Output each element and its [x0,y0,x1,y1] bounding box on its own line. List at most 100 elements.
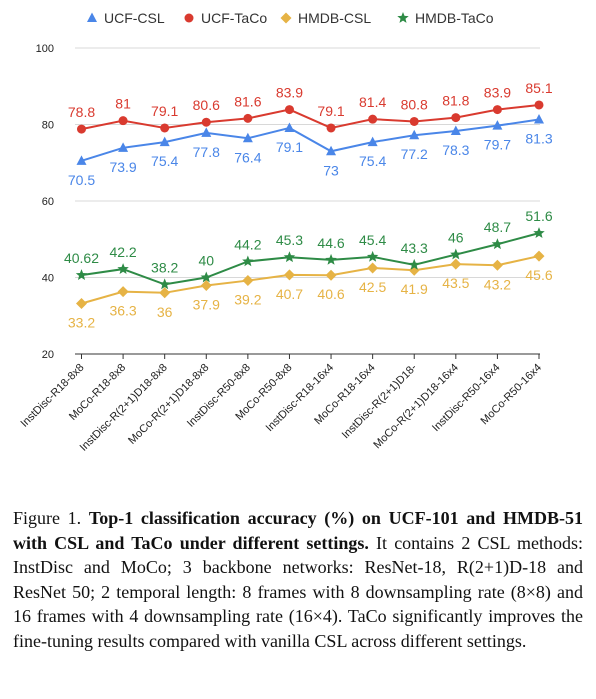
legend-marker [184,13,194,23]
data-label: 80.6 [193,97,220,113]
data-point [450,125,461,136]
data-point [117,263,129,274]
data-label: 43.5 [442,275,469,291]
x-tick-label: MoCo-R(2+1)D18-16x4 [371,362,461,452]
data-point [533,250,545,262]
data-label: 42.2 [109,244,136,260]
data-point [200,280,212,292]
data-label: 79.1 [317,103,344,119]
data-label: 81.6 [234,93,261,109]
data-label: 45.4 [359,232,386,248]
data-point [284,122,295,132]
legend-marker [87,12,97,22]
data-point [533,227,545,238]
data-label: 79.1 [151,103,178,119]
legend-item: HMDB-CSL [280,10,371,26]
data-label: 48.7 [484,219,511,235]
data-point [492,120,503,130]
caption-rest: It contains 2 CSL methods: InstDisc and … [13,532,583,651]
data-label: 77.8 [193,144,220,160]
series-hmdb-csl: 33.2 36.3 36 37.9 39.2 40.7 40.6 42.5 41.9 43.5 43… [68,250,553,331]
data-point [75,269,88,280]
data-point [491,259,503,271]
data-point [368,114,378,124]
series-line [81,103,540,131]
y-tick-label: 100 [36,43,54,55]
data-point [325,253,337,265]
data-point [242,275,254,287]
figure-caption: Figure 1. Top-1 classification accuracy … [13,506,583,653]
data-label: 38.2 [151,259,178,275]
data-point [77,124,86,134]
legend-item: HMDB-TaCo [397,10,494,26]
data-label: 43.3 [401,240,428,256]
data-point [451,113,461,123]
data-point [534,100,544,110]
data-label: 80.8 [401,96,428,112]
data-label: 79.7 [484,137,511,153]
data-label: 44.2 [234,236,261,252]
data-point [76,155,87,165]
legend-label: UCF-TaCo [201,10,267,26]
chart-series: 70.5 73.9 75.4 77.8 76.4 79.1 73 75.4 77.2 78.3 79… [64,80,553,331]
data-point [242,132,253,143]
data-point [160,123,170,133]
series-line [81,255,540,305]
data-point [408,258,420,270]
data-point [243,113,253,123]
line-chart: UCF-CSL UCF-TaCo HMDB-CSL HMDB-TaCo 20 40 60 8… [18,10,553,454]
x-tick-label: MoCo-R(2+1)D18-8x8 [126,362,211,447]
data-label: 40 [198,253,214,269]
chart-figure: UCF-CSL UCF-TaCo HMDB-CSL HMDB-TaCo 20 40 60 8… [18,10,553,454]
data-label: 73.9 [109,159,136,175]
data-point [325,269,337,281]
caption-bold: Top-1 classification accuracy (%) on UCF… [13,508,583,553]
data-label: 78.8 [68,104,95,120]
data-label: 37.9 [193,297,220,313]
data-label: 83.9 [276,85,303,101]
data-point [201,117,211,127]
legend-item: UCF-TaCo [184,10,267,26]
data-point [450,248,462,260]
data-point [200,271,212,283]
data-label: 42.5 [359,279,386,295]
data-point [534,114,544,124]
data-point [242,255,254,267]
data-label: 44.6 [317,235,344,251]
data-label: 73 [323,162,339,178]
data-point [492,105,502,115]
x-tick-label: InstDisc-R(2+1)D18- [340,361,420,441]
data-label: 75.4 [359,153,386,169]
data-point [326,123,336,133]
data-point [491,238,504,250]
y-axis-ticks: 20 40 60 80 100 [36,43,54,361]
series-ucf-taco: 78.8 81 79.1 80.6 81.6 83.9 79.1 81.4 80.8 81.8 83… [68,80,553,134]
series-hmdb-taco: 40.62 42.2 38.2 40 44.2 45.3 44.6 45.4 43.3 46 48.… [64,208,553,290]
data-point [367,262,379,274]
data-label: 83.9 [484,85,511,101]
data-point [366,250,379,262]
data-point [118,116,128,126]
data-point [159,287,171,299]
data-point [118,142,129,152]
chart-legend: UCF-CSL UCF-TaCo HMDB-CSL HMDB-TaCo [87,10,494,26]
data-point [409,129,420,140]
data-label: 51.6 [525,208,552,224]
data-label: 33.2 [68,315,95,331]
data-label: 36 [157,304,173,320]
data-point [158,278,171,290]
data-point [450,258,462,270]
data-label: 81.3 [525,131,552,147]
y-tick-label: 40 [42,273,54,285]
data-label: 76.4 [234,149,261,165]
data-label: 81 [115,96,131,112]
data-label: 75.4 [151,153,178,169]
data-label: 45.3 [276,232,303,248]
data-label: 79.1 [276,139,303,155]
data-point [159,136,170,147]
data-label: 46 [448,230,464,246]
legend-label: HMDB-TaCo [415,10,494,26]
data-point [409,116,419,126]
legend-item: UCF-CSL [87,10,165,26]
data-label: 70.5 [68,172,95,188]
